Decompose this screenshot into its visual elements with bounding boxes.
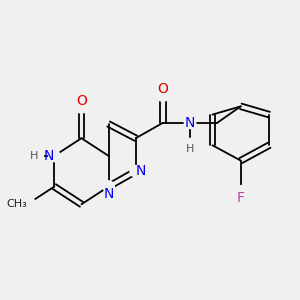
Text: H: H — [186, 144, 194, 154]
Circle shape — [32, 150, 44, 162]
Circle shape — [130, 166, 141, 177]
Text: N: N — [185, 116, 195, 130]
Circle shape — [184, 117, 196, 129]
Text: N: N — [136, 164, 146, 178]
Circle shape — [184, 138, 196, 150]
Text: CH₃: CH₃ — [6, 199, 27, 209]
Circle shape — [235, 186, 247, 197]
Circle shape — [49, 150, 60, 162]
Text: F: F — [237, 191, 245, 205]
Circle shape — [76, 102, 87, 113]
Text: N: N — [103, 187, 114, 201]
Text: O: O — [158, 82, 168, 96]
Text: H: H — [29, 151, 38, 161]
Text: O: O — [76, 94, 87, 107]
Circle shape — [19, 196, 35, 213]
Circle shape — [157, 90, 169, 101]
Text: N: N — [44, 149, 54, 163]
Circle shape — [103, 181, 114, 192]
